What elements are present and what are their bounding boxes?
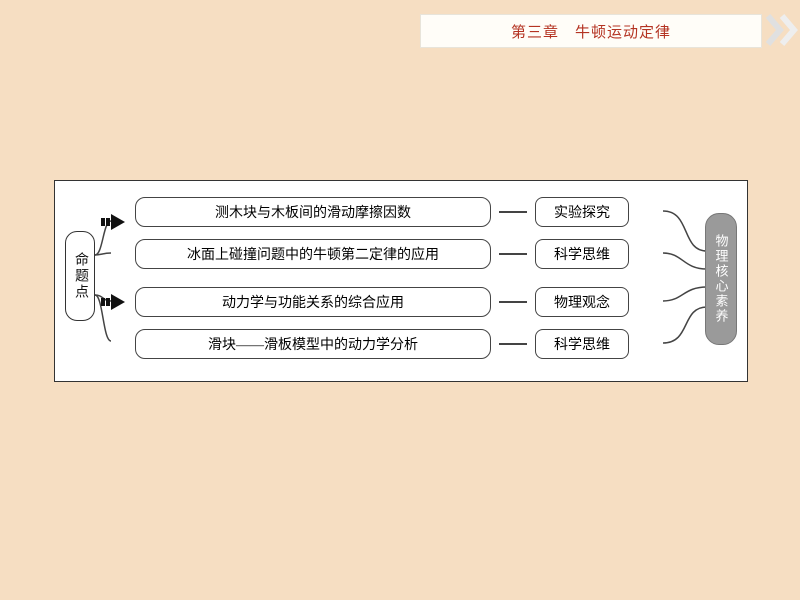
diagram-row: 测木块与木板间的滑动摩擦因数 实验探究	[135, 197, 629, 227]
topic-node: 动力学与功能关系的综合应用	[135, 287, 491, 317]
competency-tag: 科学思维	[535, 239, 629, 269]
header-chevrons	[766, 14, 800, 51]
chapter-header-band: 第三章 牛顿运动定律	[420, 14, 762, 48]
link-line	[499, 211, 527, 213]
link-line	[499, 343, 527, 345]
competency-tag: 科学思维	[535, 329, 629, 359]
chapter-title: 第三章 牛顿运动定律	[511, 21, 671, 42]
diagram-row: 冰面上碰撞问题中的牛顿第二定律的应用 科学思维	[135, 239, 629, 269]
arrow-icon	[101, 295, 129, 309]
diagram-frame: 命题点 测木块与木板间的滑动摩擦因数 实验探究 冰面上碰撞问题中的牛顿第二定律的…	[54, 180, 748, 382]
right-connector	[663, 191, 709, 369]
topic-node: 测木块与木板间的滑动摩擦因数	[135, 197, 491, 227]
source-node: 命题点	[65, 231, 95, 321]
link-line	[499, 253, 527, 255]
diagram-row: 滑块——滑板模型中的动力学分析 科学思维	[135, 329, 629, 359]
target-label: 物理核心素养	[712, 234, 731, 324]
source-label: 命题点	[70, 252, 90, 300]
competency-tag: 物理观念	[535, 287, 629, 317]
topic-node: 滑块——滑板模型中的动力学分析	[135, 329, 491, 359]
link-line	[499, 301, 527, 303]
diagram-row: 动力学与功能关系的综合应用 物理观念	[135, 287, 629, 317]
concept-diagram: 命题点 测木块与木板间的滑动摩擦因数 实验探究 冰面上碰撞问题中的牛顿第二定律的…	[65, 191, 737, 369]
topic-node: 冰面上碰撞问题中的牛顿第二定律的应用	[135, 239, 491, 269]
competency-tag: 实验探究	[535, 197, 629, 227]
arrow-icon	[101, 215, 129, 229]
target-node: 物理核心素养	[705, 213, 737, 345]
